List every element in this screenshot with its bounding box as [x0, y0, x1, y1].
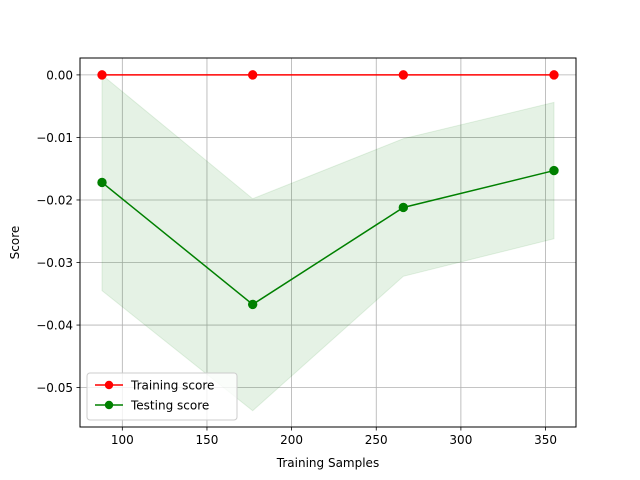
data-point	[398, 70, 409, 80]
data-point	[97, 177, 107, 188]
x-tick-label: 200	[280, 433, 303, 447]
x-tick-label: 250	[365, 433, 388, 447]
y-tick-label: −0.04	[36, 319, 73, 333]
axis-ticks: 100 150 200 250 300 350 0.00 −0.01 −0.02 −0.03 −0.…	[36, 68, 557, 447]
legend-marker	[104, 400, 114, 410]
y-tick-label: −0.03	[36, 256, 73, 270]
y-tick-label: −0.01	[36, 131, 73, 145]
grid	[80, 58, 576, 427]
data-point	[97, 70, 107, 80]
x-tick-label: 350	[534, 433, 557, 447]
data-point	[549, 165, 559, 176]
x-tick-label: 150	[196, 433, 219, 447]
x-axis-label: Training Samples	[276, 456, 379, 470]
confidence-band	[101, 73, 555, 412]
legend-label: Testing score	[130, 399, 209, 413]
series-line	[101, 169, 555, 306]
data-point	[398, 202, 409, 213]
plot-area-frame	[79, 57, 577, 428]
x-tick-label: 300	[449, 433, 472, 447]
legend-label: Training score	[130, 379, 214, 393]
data-point	[549, 70, 559, 80]
y-axis-label: Score	[8, 226, 22, 260]
y-tick-label: 0.00	[46, 68, 73, 82]
series-lines	[97, 70, 559, 310]
legend: Training score Testing score	[86, 372, 238, 421]
x-tick-label: 100	[111, 433, 134, 447]
legend-marker	[104, 380, 114, 390]
data-point	[247, 70, 258, 80]
legend-box	[86, 372, 238, 421]
y-tick-label: −0.02	[36, 193, 73, 207]
data-point	[247, 299, 258, 310]
y-tick-label: −0.05	[36, 381, 73, 395]
